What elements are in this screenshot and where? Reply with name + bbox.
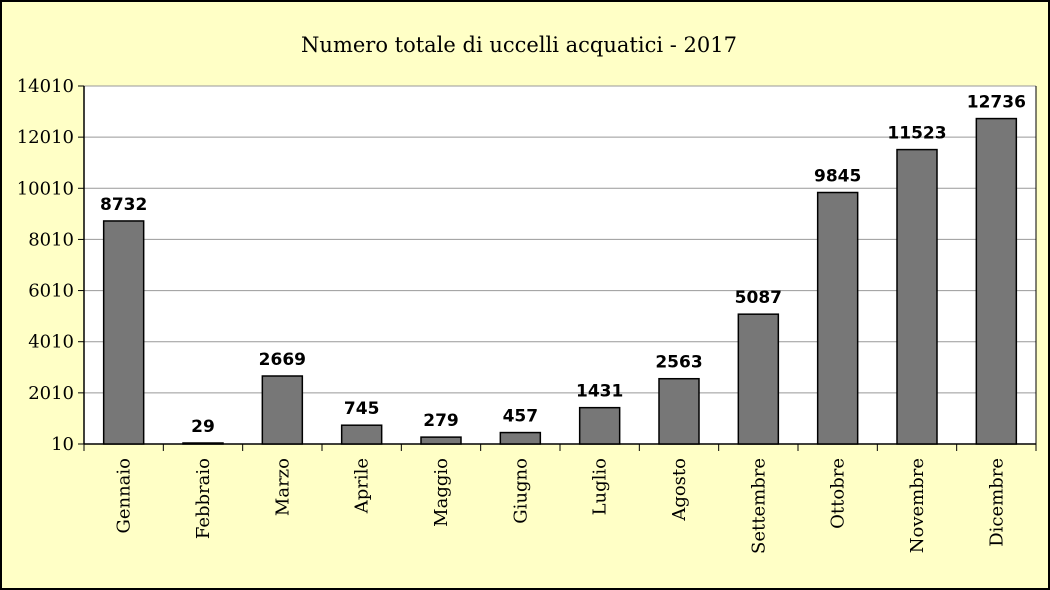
- bar-maggio: [420, 436, 462, 445]
- y-tick-label: 8010: [28, 229, 74, 250]
- x-tick-label: Agosto: [669, 458, 690, 522]
- data-label: 745: [344, 399, 380, 419]
- x-tick-label: Marzo: [272, 458, 293, 516]
- x-tick-label: Aprile: [352, 458, 373, 514]
- chart-title: Numero totale di uccelli acquatici - 201…: [301, 33, 737, 57]
- x-tick-label: Gennaio: [114, 458, 135, 534]
- bar-aprile: [340, 424, 383, 445]
- data-label: 11523: [887, 124, 946, 144]
- data-label: 8732: [100, 195, 147, 215]
- x-tick-label: Giugno: [510, 458, 531, 524]
- bar-marzo: [261, 375, 304, 445]
- x-tick-label: Febbraio: [193, 458, 214, 539]
- bar-febbraio: [182, 442, 224, 445]
- plot-area: 10 2010 4010 6010 8010 10010 12010 14010 8732 Gen…: [17, 76, 1037, 554]
- y-tick-label: 6010: [28, 281, 74, 302]
- data-label: 9845: [814, 167, 861, 187]
- data-label: 5087: [735, 288, 782, 308]
- data-label: 279: [423, 411, 459, 431]
- data-label: 12736: [967, 93, 1026, 113]
- y-tick-label: 4010: [28, 332, 74, 353]
- x-tick-label: Ottobre: [828, 458, 849, 529]
- data-label: 29: [191, 417, 215, 437]
- bar-novembre: [896, 148, 938, 445]
- data-label: 2669: [259, 350, 306, 370]
- bar-luglio: [578, 406, 621, 445]
- y-tick-label: 12010: [17, 127, 74, 148]
- plot-background: [84, 86, 1036, 444]
- data-label: 2563: [655, 353, 702, 373]
- x-tick-label: Luglio: [590, 458, 611, 515]
- y-tick-label: 2010: [28, 383, 74, 404]
- x-tick-label: Novembre: [907, 458, 928, 553]
- bar-dicembre: [975, 117, 1018, 445]
- y-tick-label: 10010: [17, 178, 74, 199]
- bar-ottobre: [816, 191, 859, 445]
- y-tick-label: 10: [51, 434, 74, 455]
- x-tick-label: Dicembre: [986, 458, 1007, 547]
- x-tick-label: Settembre: [748, 458, 769, 554]
- data-label: 457: [503, 407, 539, 427]
- bar-gennaio: [102, 220, 145, 445]
- bar-agosto: [658, 377, 700, 445]
- bar-giugno: [499, 431, 542, 445]
- data-label: 1431: [576, 382, 623, 402]
- y-tick-label: 14010: [17, 76, 74, 97]
- bar-settembre: [737, 313, 780, 445]
- x-tick-label: Maggio: [431, 458, 452, 527]
